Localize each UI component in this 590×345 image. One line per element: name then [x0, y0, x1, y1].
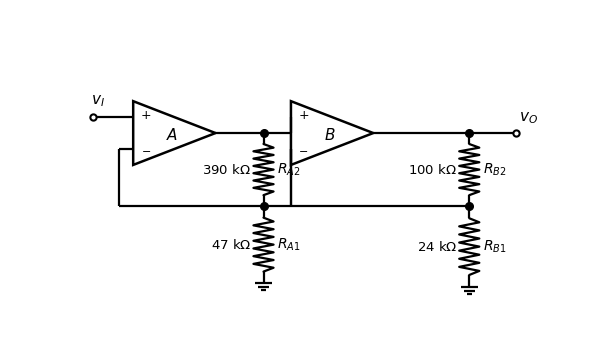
Text: 100 k$\Omega$: 100 k$\Omega$ — [408, 162, 457, 177]
Text: 390 k$\Omega$: 390 k$\Omega$ — [202, 162, 251, 177]
Text: $v_I$: $v_I$ — [91, 93, 104, 109]
Text: $R_{A1}$: $R_{A1}$ — [277, 236, 301, 253]
Text: 47 k$\Omega$: 47 k$\Omega$ — [211, 238, 251, 252]
Text: $R_{A2}$: $R_{A2}$ — [277, 161, 301, 178]
Text: $R_{B1}$: $R_{B1}$ — [483, 238, 507, 255]
Text: $-$: $-$ — [299, 145, 309, 155]
Text: 24 k$\Omega$: 24 k$\Omega$ — [417, 240, 457, 254]
Text: +: + — [140, 109, 151, 122]
Text: +: + — [299, 109, 309, 122]
Text: $-$: $-$ — [140, 145, 150, 155]
Text: $B$: $B$ — [324, 127, 336, 143]
Text: $R_{B2}$: $R_{B2}$ — [483, 161, 506, 178]
Text: $A$: $A$ — [166, 127, 178, 143]
Text: $v_O$: $v_O$ — [519, 111, 537, 126]
